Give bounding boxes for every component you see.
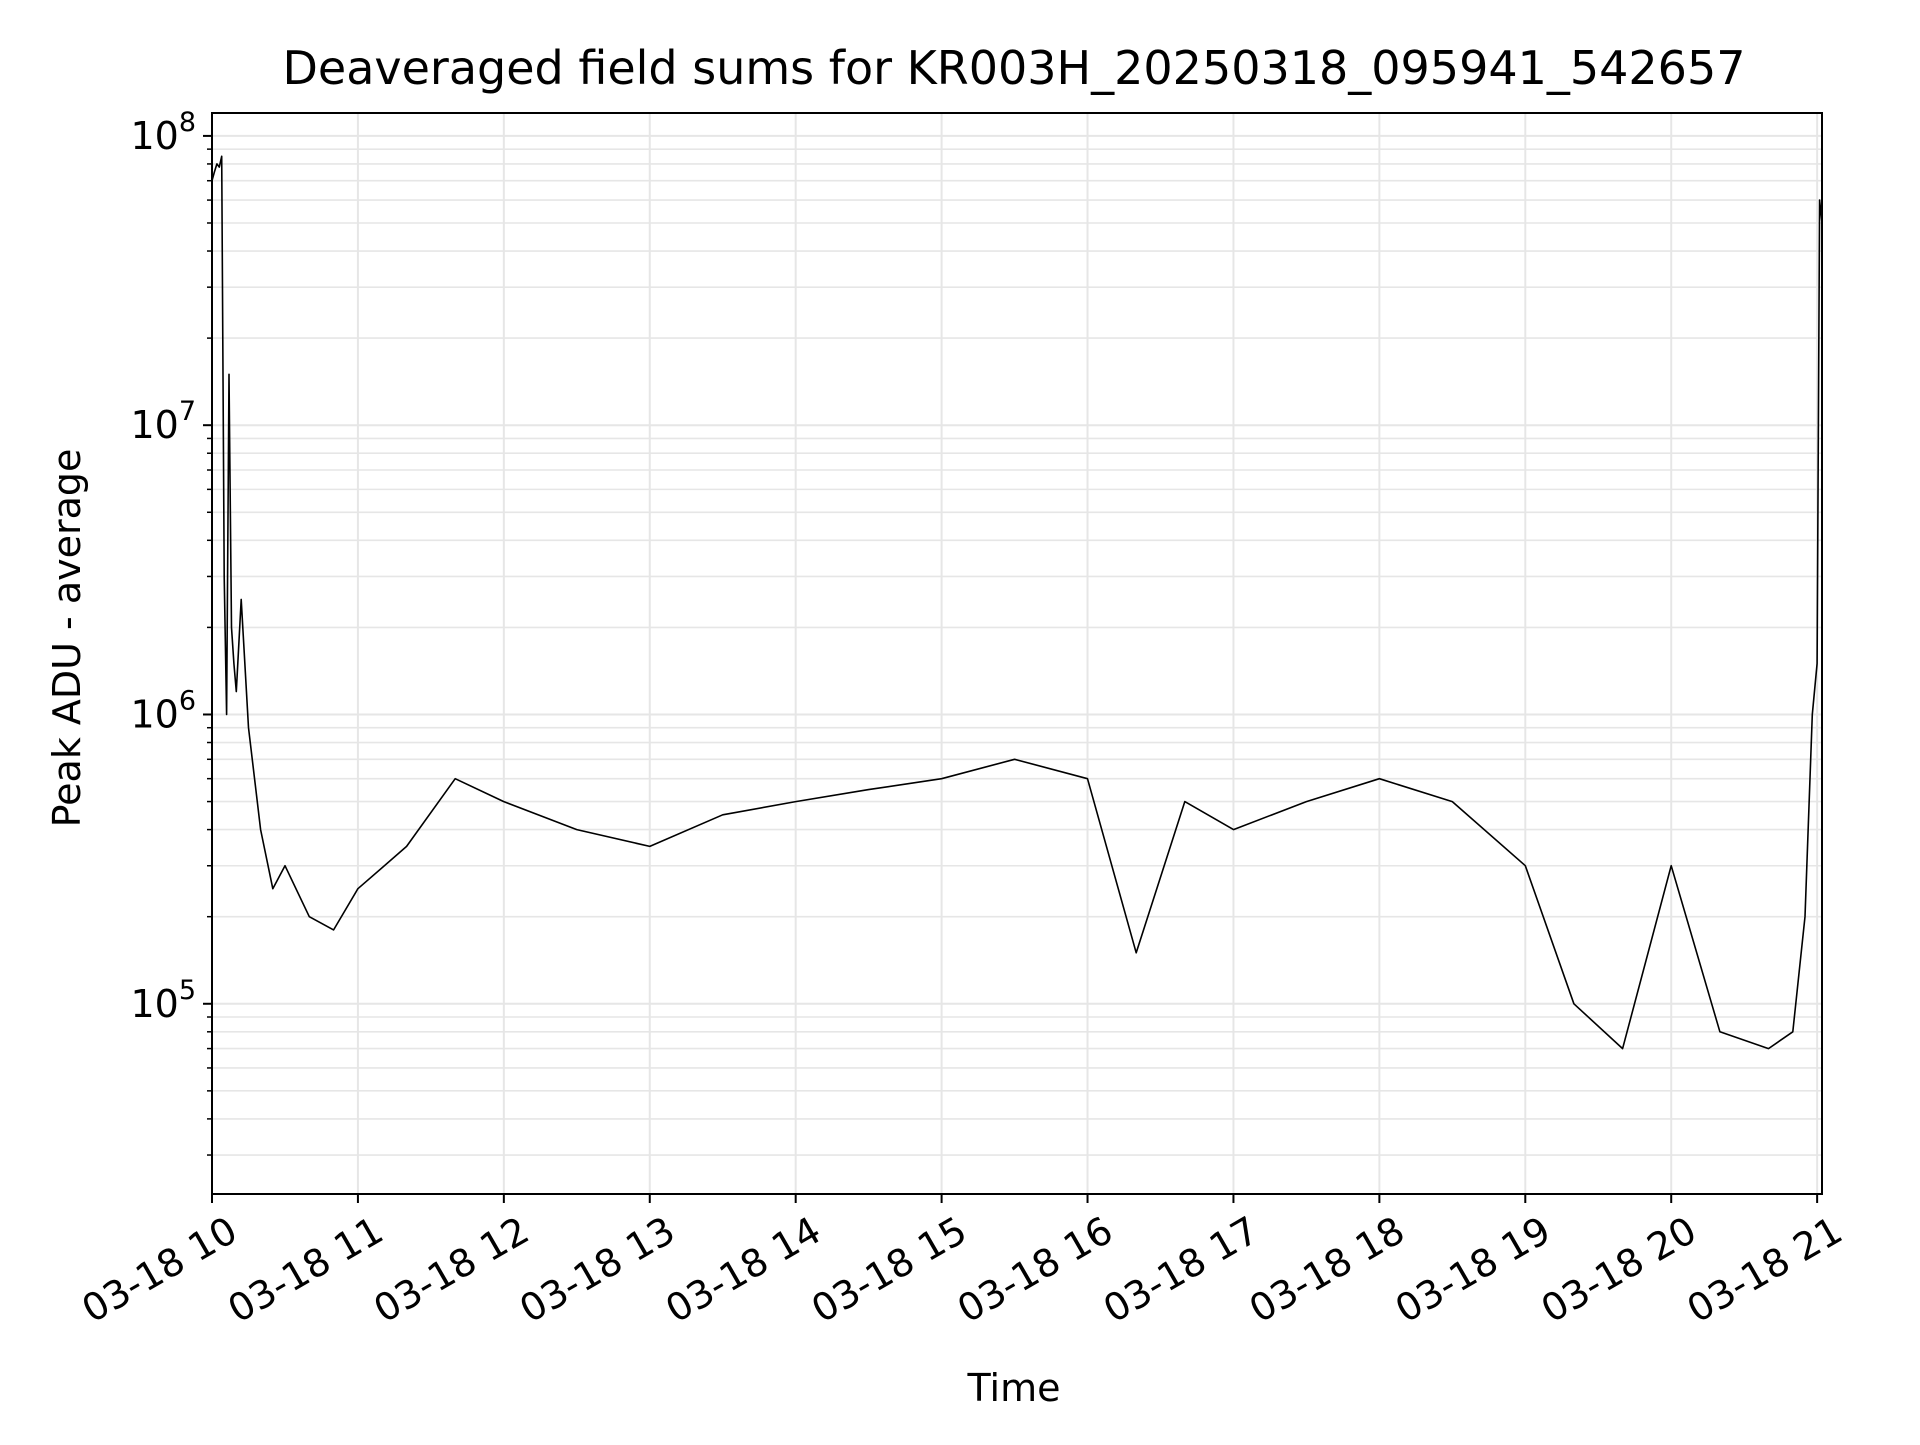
y-axis-label: Peak ADU - average (45, 449, 89, 828)
y-tick-label: 107 (130, 396, 196, 447)
series-line (211, 155, 1823, 1050)
y-tick-label: 108 (130, 107, 196, 158)
plot-frame (211, 112, 1823, 1195)
y-tick-label: 106 (130, 685, 196, 736)
series-layer (211, 155, 1823, 1050)
x-axis-label: Time (967, 1366, 1061, 1410)
chart-title: Deaveraged field sums for KR003H_2025031… (283, 41, 1746, 95)
y-tick-label: 105 (130, 975, 196, 1026)
